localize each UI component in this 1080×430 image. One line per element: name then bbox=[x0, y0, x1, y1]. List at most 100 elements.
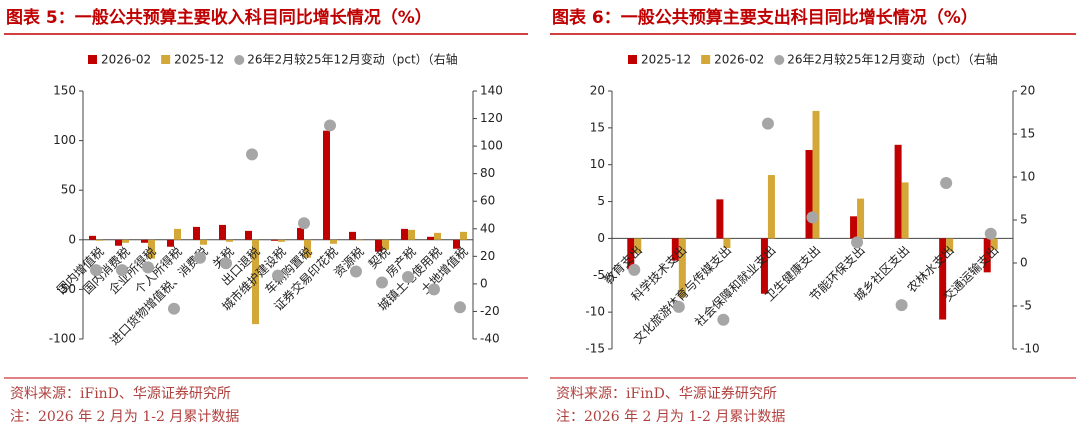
bar bbox=[946, 238, 954, 252]
y2-tick-label: -5 bbox=[1020, 299, 1032, 313]
bar bbox=[278, 239, 285, 242]
bar bbox=[141, 239, 148, 243]
y2-tick-label: 15 bbox=[1020, 127, 1035, 141]
dot bbox=[940, 177, 953, 190]
bar bbox=[200, 239, 207, 245]
bar bbox=[219, 224, 226, 240]
legend-swatch bbox=[161, 55, 171, 64]
dot bbox=[350, 265, 362, 278]
dot bbox=[806, 211, 819, 224]
legend-swatch bbox=[234, 55, 245, 65]
bar bbox=[148, 239, 155, 259]
bar bbox=[894, 144, 902, 239]
dot bbox=[454, 301, 466, 314]
dot bbox=[116, 264, 128, 277]
dot bbox=[90, 264, 102, 277]
bar bbox=[990, 238, 998, 250]
y2-tick-label: 140 bbox=[480, 84, 503, 98]
y2-tick-label: 80 bbox=[480, 166, 495, 180]
bar bbox=[174, 228, 181, 240]
dot bbox=[672, 300, 685, 313]
y2-tick-label: 40 bbox=[480, 221, 495, 235]
y2-tick-label: -40 bbox=[480, 332, 500, 346]
bar bbox=[167, 239, 174, 247]
bar bbox=[723, 238, 731, 249]
bar bbox=[427, 236, 434, 240]
bar bbox=[193, 226, 200, 240]
bar bbox=[983, 238, 991, 273]
source: 资料来源：iFinD、华源证券研究所 bbox=[556, 386, 777, 402]
bar bbox=[382, 239, 389, 250]
legend-label: 2026-02 bbox=[714, 53, 764, 67]
x-tick-label: 教育支出 bbox=[600, 242, 645, 287]
y2-tick-label: 60 bbox=[480, 194, 495, 208]
bar bbox=[671, 238, 679, 261]
y-tick-label: -5 bbox=[593, 268, 605, 282]
y-tick-label: 100 bbox=[53, 133, 76, 147]
y2-tick-label: 100 bbox=[480, 139, 503, 153]
bar bbox=[434, 232, 441, 240]
bar bbox=[349, 231, 356, 240]
y-tick-label: -10 bbox=[585, 305, 605, 319]
y-tick-label: 20 bbox=[590, 84, 605, 98]
bar bbox=[850, 216, 858, 239]
y-tick-label: 150 bbox=[53, 84, 76, 98]
legend-label: 2025-12 bbox=[641, 53, 691, 67]
y2-tick-label: 0 bbox=[1020, 256, 1028, 270]
bar bbox=[760, 238, 768, 294]
bar bbox=[901, 182, 909, 239]
legend-swatch bbox=[701, 55, 711, 64]
bar bbox=[805, 149, 813, 239]
dot bbox=[761, 117, 774, 130]
dot bbox=[628, 263, 641, 276]
bar bbox=[226, 239, 233, 242]
bar bbox=[323, 130, 330, 240]
dot bbox=[717, 313, 730, 326]
bar bbox=[812, 110, 820, 239]
y-tick-label: -15 bbox=[585, 342, 605, 356]
y-tick-label: 50 bbox=[61, 183, 76, 197]
y-tick-label: 5 bbox=[597, 194, 605, 208]
note: 注：2026 年 2 月为 1-2 月累计数据 bbox=[10, 409, 239, 425]
y-tick-label: -50 bbox=[56, 282, 76, 296]
dot bbox=[895, 299, 908, 312]
dot bbox=[272, 269, 284, 282]
bar bbox=[271, 239, 278, 241]
bar bbox=[460, 231, 467, 240]
bar bbox=[330, 239, 337, 244]
note: 注：2026 年 2 月为 1-2 月累计数据 bbox=[556, 409, 785, 425]
bar bbox=[356, 239, 363, 241]
dot bbox=[220, 257, 232, 270]
dot bbox=[324, 119, 336, 132]
bar bbox=[634, 238, 642, 254]
chart-title: 图表 5：一般公共预算主要收入科目同比增长情况（%） bbox=[6, 7, 432, 28]
bar bbox=[716, 199, 724, 239]
dot bbox=[428, 283, 440, 296]
y2-tick-label: -20 bbox=[480, 304, 500, 318]
bar bbox=[401, 228, 408, 240]
legend-swatch bbox=[88, 55, 97, 64]
dot bbox=[402, 271, 414, 283]
legend-swatch bbox=[774, 55, 785, 65]
bar bbox=[375, 239, 382, 252]
bar bbox=[122, 239, 129, 243]
bar bbox=[408, 229, 415, 240]
bar bbox=[297, 227, 304, 240]
x-tick-label: 资源税 bbox=[331, 244, 366, 279]
legend-label: 26年2月较25年12月变动（pct）（右轴 bbox=[247, 52, 457, 67]
bar bbox=[627, 238, 635, 270]
y2-tick-label: 10 bbox=[1020, 170, 1035, 184]
y-tick-label: 0 bbox=[68, 232, 76, 246]
dot bbox=[851, 236, 864, 249]
chart-title: 图表 6：一般公共预算主要支出科目同比增长情况（%） bbox=[552, 7, 978, 28]
y-tick-label: 10 bbox=[590, 157, 605, 171]
y2-tick-label: -10 bbox=[1020, 342, 1040, 356]
dot bbox=[168, 302, 180, 315]
legend-label: 2025-12 bbox=[174, 53, 224, 67]
y-tick-label: -100 bbox=[49, 332, 76, 346]
dot bbox=[246, 148, 258, 161]
bar bbox=[96, 239, 103, 241]
bar bbox=[857, 198, 865, 239]
bar bbox=[939, 238, 947, 320]
